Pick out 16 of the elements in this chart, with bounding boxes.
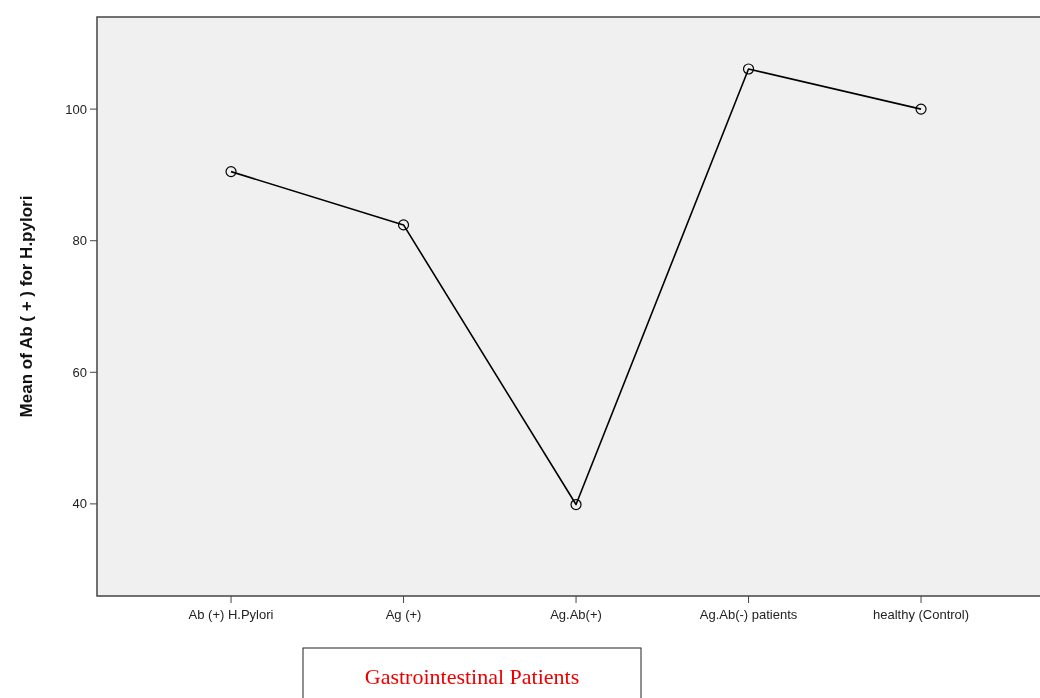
x-tick-label: Ag.Ab(-) patients [699,607,798,622]
point [397,219,410,231]
x-tick-label: Ag.Ab(+) [550,607,602,622]
x-axis-title: Gastrointestinal Patients [364,664,580,689]
point [742,63,755,75]
point [915,103,927,115]
y-tick-label: 40 [72,496,87,512]
y-tick-label: 80 [72,233,87,249]
x-tick-label: healthy (Control) [872,607,970,622]
x-tick-label: Ag (+) [385,607,422,622]
point [570,498,582,511]
x-tick-label: Ab (+) H.Pylori [188,607,274,622]
y-tick-label: 60 [72,364,87,380]
y-tick-label: 100 [65,101,87,117]
y-axis-title: Mean of Ab ( + ) for H.pylori [17,195,36,418]
point [225,166,237,178]
